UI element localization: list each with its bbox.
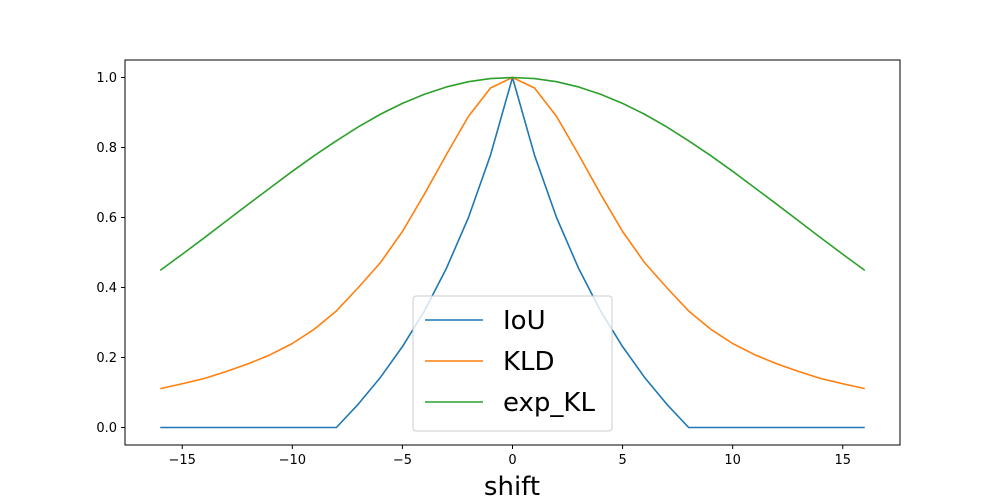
x-tick-label: −10 [279,453,306,468]
x-tick-label: 0 [508,453,516,468]
series-line-exp-kl [159,76,866,271]
legend: IoU KLD exp_KL [412,295,613,432]
x-tick-label: −5 [393,453,412,468]
y-axis: 0.0 0.2 0.4 0.6 0.8 1.0 [96,71,125,436]
x-tick-label: 15 [834,453,851,468]
y-tick-label: 0.0 [96,421,117,436]
y-tick-label: 1.0 [96,71,117,86]
x-axis: −15 −10 −5 0 5 10 15 [169,445,851,468]
y-tick-label: 0.4 [96,281,117,296]
legend-label-kld: KLD [503,347,555,377]
series-layer [159,76,866,429]
legend-box [412,295,613,432]
y-tick-label: 0.2 [96,351,117,366]
x-tick-label: 5 [618,453,626,468]
legend-label-exp-kl: exp_KL [503,388,595,418]
y-tick-label: 0.6 [96,211,117,226]
x-tick-label: −15 [169,453,196,468]
legend-label-iou: IoU [503,306,546,336]
x-tick-label: 10 [724,453,741,468]
x-axis-title: shift [484,472,540,500]
y-tick-label: 0.8 [96,141,117,156]
